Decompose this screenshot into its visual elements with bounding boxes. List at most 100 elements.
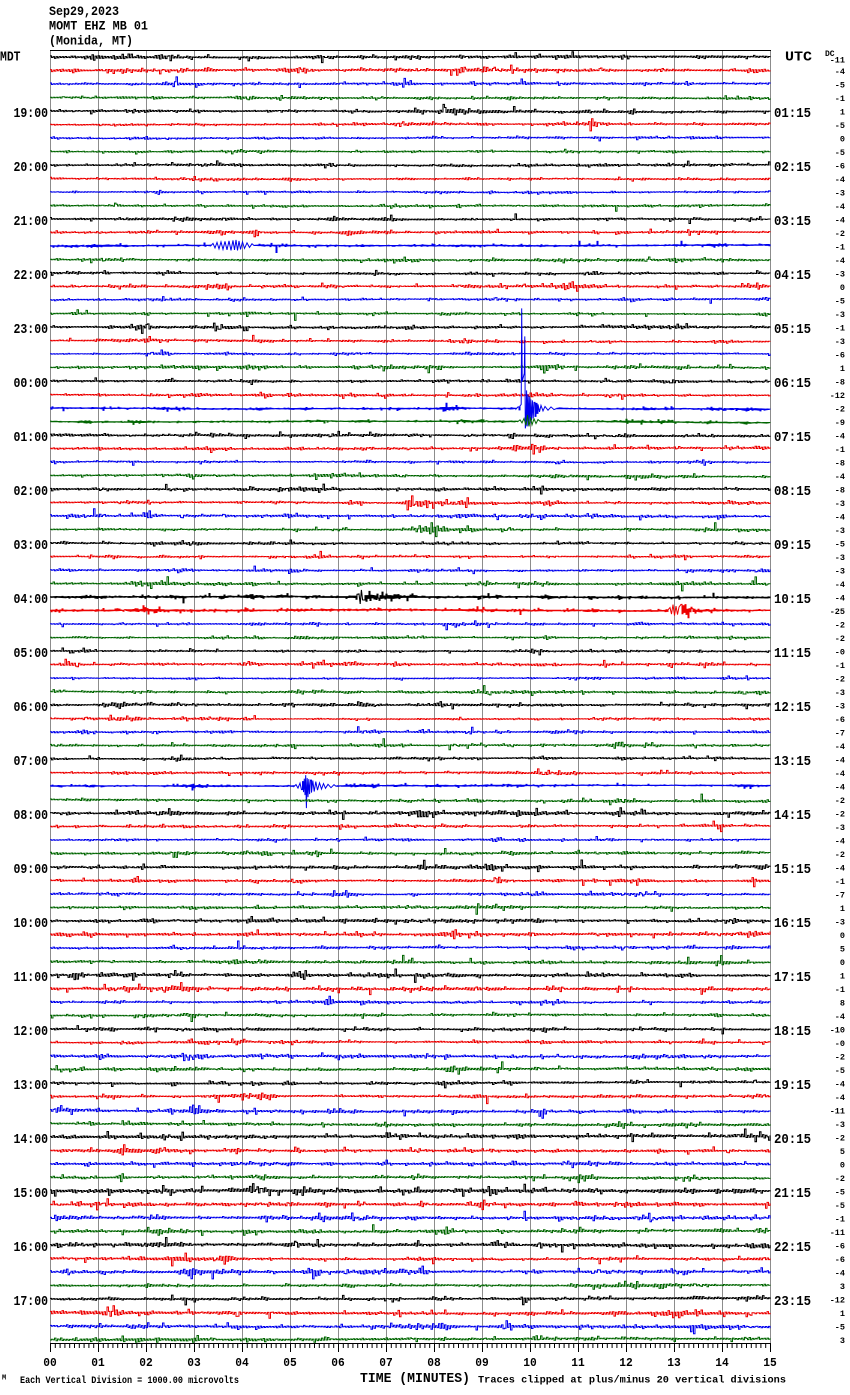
- svg-text:-4: -4: [835, 256, 845, 266]
- svg-text:-4: -4: [835, 1093, 845, 1103]
- svg-text:0: 0: [840, 135, 845, 145]
- svg-text:-4: -4: [835, 769, 845, 779]
- svg-text:20:15: 20:15: [774, 1132, 811, 1148]
- svg-text:0: 0: [840, 1161, 845, 1171]
- svg-text:-2: -2: [835, 1053, 845, 1063]
- svg-text:-3: -3: [835, 499, 845, 509]
- svg-text:02:15: 02:15: [774, 160, 811, 176]
- svg-text:-2: -2: [835, 405, 845, 415]
- svg-text:-1: -1: [835, 324, 845, 334]
- svg-text:13:15: 13:15: [774, 754, 811, 770]
- svg-text:-4: -4: [835, 837, 845, 847]
- svg-text:01:00: 01:00: [14, 430, 49, 446]
- svg-text:-8: -8: [835, 459, 845, 469]
- svg-text:-8: -8: [835, 486, 845, 496]
- svg-text:-4: -4: [835, 67, 845, 77]
- svg-text:21:00: 21:00: [14, 214, 49, 230]
- svg-text:06:00: 06:00: [14, 700, 49, 716]
- svg-text:-3: -3: [835, 702, 845, 712]
- svg-text:21:15: 21:15: [774, 1186, 811, 1202]
- svg-text:1: 1: [840, 972, 845, 982]
- svg-text:-4: -4: [835, 864, 845, 874]
- svg-text:-4: -4: [835, 1080, 845, 1090]
- svg-text:-5: -5: [835, 1323, 845, 1333]
- svg-text:07:00: 07:00: [14, 754, 49, 770]
- svg-text:5: 5: [840, 945, 845, 955]
- svg-text:-11: -11: [830, 1228, 845, 1238]
- svg-text:14:15: 14:15: [774, 808, 811, 824]
- svg-text:10:00: 10:00: [14, 916, 49, 932]
- svg-text:MDT: MDT: [0, 51, 21, 66]
- svg-text:0: 0: [840, 958, 845, 968]
- svg-text:-2: -2: [835, 796, 845, 806]
- svg-text:-25: -25: [830, 607, 845, 617]
- svg-text:05:15: 05:15: [774, 322, 811, 338]
- svg-text:07: 07: [379, 1356, 393, 1370]
- svg-text:-10: -10: [830, 1026, 845, 1036]
- svg-text:10: 10: [523, 1356, 537, 1370]
- svg-text:UTC: UTC: [785, 51, 812, 66]
- svg-text:-4: -4: [835, 472, 845, 482]
- svg-text:17:00: 17:00: [14, 1294, 49, 1310]
- svg-text:-5: -5: [835, 297, 845, 307]
- svg-text:-3: -3: [835, 189, 845, 199]
- svg-text:-7: -7: [835, 729, 845, 739]
- svg-text:05: 05: [283, 1356, 297, 1370]
- svg-text:-4: -4: [835, 432, 845, 442]
- svg-text:-2: -2: [835, 1174, 845, 1184]
- svg-text:-5: -5: [835, 1066, 845, 1076]
- svg-text:-1: -1: [835, 1215, 845, 1225]
- svg-text:01:15: 01:15: [774, 106, 811, 122]
- svg-text:-4: -4: [835, 1269, 845, 1279]
- svg-text:11:00: 11:00: [14, 970, 49, 986]
- svg-text:03:15: 03:15: [774, 214, 811, 230]
- svg-text:-3: -3: [835, 1120, 845, 1130]
- svg-text:02:00: 02:00: [14, 484, 49, 500]
- svg-text:08: 08: [427, 1356, 441, 1370]
- svg-text:08:15: 08:15: [774, 484, 811, 500]
- svg-text:-4: -4: [835, 513, 845, 523]
- svg-text:16:00: 16:00: [14, 1240, 49, 1256]
- svg-text:-1: -1: [835, 877, 845, 887]
- svg-text:08:00: 08:00: [14, 808, 49, 824]
- svg-text:04:15: 04:15: [774, 268, 811, 284]
- svg-text:-6: -6: [835, 1255, 845, 1265]
- svg-text:-5: -5: [835, 1201, 845, 1211]
- svg-text:-9: -9: [835, 418, 845, 428]
- svg-text:17:15: 17:15: [774, 970, 811, 986]
- svg-text:22:15: 22:15: [774, 1240, 811, 1256]
- svg-text:04:00: 04:00: [14, 592, 49, 608]
- svg-text:-3: -3: [835, 337, 845, 347]
- svg-text:1: 1: [840, 364, 845, 374]
- svg-text:-12: -12: [830, 1296, 845, 1306]
- svg-text:16:15: 16:15: [774, 916, 811, 932]
- svg-text:-0: -0: [835, 1039, 845, 1049]
- svg-text:03: 03: [187, 1356, 201, 1370]
- svg-text:TIME (MINUTES): TIME (MINUTES): [360, 1372, 470, 1387]
- svg-text:19:00: 19:00: [14, 106, 49, 122]
- svg-text:04: 04: [235, 1356, 249, 1370]
- svg-text:-4: -4: [835, 1012, 845, 1022]
- svg-text:-3: -3: [835, 688, 845, 698]
- svg-text:-11: -11: [830, 1107, 845, 1117]
- svg-text:MOMT EHZ MB 01: MOMT EHZ MB 01: [49, 19, 148, 34]
- svg-text:11: 11: [571, 1356, 585, 1370]
- svg-text:-3: -3: [835, 270, 845, 280]
- svg-text:07:15: 07:15: [774, 430, 811, 446]
- svg-text:06:15: 06:15: [774, 376, 811, 392]
- svg-text:06: 06: [331, 1356, 345, 1370]
- svg-text:-6: -6: [835, 162, 845, 172]
- svg-text:Traces clipped at plus/minus 2: Traces clipped at plus/minus 20 vertical…: [478, 1375, 786, 1387]
- svg-text:(Monida, MT): (Monida, MT): [49, 34, 133, 49]
- svg-text:-1: -1: [835, 243, 845, 253]
- svg-text:12:15: 12:15: [774, 700, 811, 716]
- svg-text:1: 1: [840, 108, 845, 118]
- svg-text:19:15: 19:15: [774, 1078, 811, 1094]
- svg-text:09:15: 09:15: [774, 538, 811, 554]
- svg-text:15:15: 15:15: [774, 862, 811, 878]
- svg-text:DC: DC: [825, 50, 835, 59]
- svg-text:-3: -3: [835, 567, 845, 577]
- svg-text:12:00: 12:00: [14, 1024, 49, 1040]
- svg-text:-5: -5: [835, 540, 845, 550]
- svg-text:-4: -4: [835, 742, 845, 752]
